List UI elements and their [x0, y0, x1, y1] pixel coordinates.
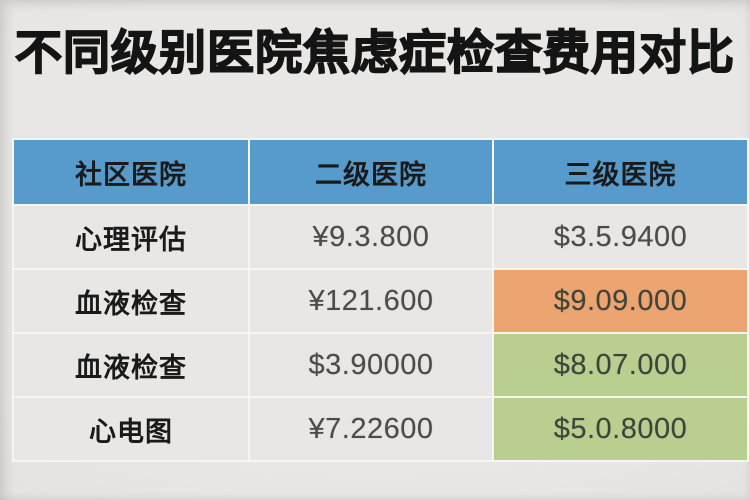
table-cell-blood2-level3-cost-highlight-green: $8.07.000	[494, 334, 747, 396]
row-label-psych-assessment: 心理评估	[14, 206, 248, 268]
column-header-level2-hospital: 二级医院	[250, 140, 492, 204]
column-header-community-hospital: 社区医院	[14, 140, 248, 204]
table-cell-blood2-level2-cost: $3.90000	[250, 334, 492, 396]
column-header-level3-hospital: 三级医院	[494, 140, 747, 204]
row-label-ecg: 心电图	[14, 398, 248, 460]
row-label-blood-test-2: 血液检查	[14, 334, 248, 396]
row-label-blood-test-1: 血液检查	[14, 270, 248, 332]
table-cell-blood1-level3-cost-highlight-orange: $9.09.000	[494, 270, 747, 332]
cost-comparison-table: 社区医院 二级医院 三级医院 心理评估 ¥9.3.800 $3.5.9400 血…	[12, 138, 749, 462]
table-cell-ecg-level3-cost-highlight-green: $5.0.8000	[494, 398, 747, 460]
table-cell-ecg-level2-cost: ¥7.22600	[250, 398, 492, 460]
table-cell-psych-level2-cost: ¥9.3.800	[250, 206, 492, 268]
page-title: 不同级别医院焦虑症检查费用对比	[14, 25, 735, 80]
table-cell-blood1-level2-cost: ¥121.600	[250, 270, 492, 332]
table-cell-psych-level3-cost: $3.5.9400	[494, 206, 747, 268]
